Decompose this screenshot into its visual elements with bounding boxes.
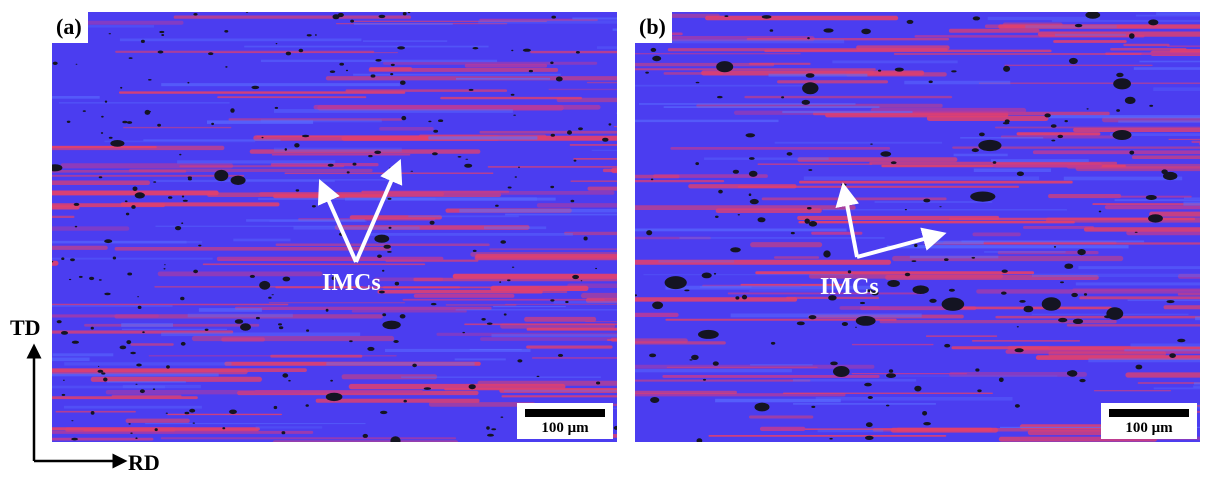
imc-arrows-b bbox=[835, 182, 947, 259]
arrow-right-b bbox=[856, 227, 947, 259]
orientation-axes bbox=[26, 343, 128, 469]
panel-label-a: (a) bbox=[52, 12, 88, 43]
micrograph-panel-b: (b) IMCs 100 μm bbox=[635, 12, 1200, 442]
scale-bar-b: 100 μm bbox=[1101, 403, 1197, 439]
td-axis-label: TD bbox=[10, 315, 41, 340]
rd-axis-label: RD bbox=[128, 450, 160, 475]
arrow-left-a bbox=[317, 179, 358, 263]
micrograph-image-a bbox=[52, 12, 617, 442]
imc-arrows-a bbox=[317, 158, 403, 263]
scale-bar-line-a bbox=[525, 409, 605, 417]
micrograph-panel-a: (a) IMCs 100 μm bbox=[52, 12, 617, 442]
scale-bar-text-b: 100 μm bbox=[1125, 420, 1173, 436]
scale-bar-line-b bbox=[1109, 409, 1189, 417]
micrograph-image-b bbox=[635, 12, 1200, 442]
arrow-right-a bbox=[354, 158, 403, 263]
imc-label-b: IMCs bbox=[820, 274, 879, 300]
arrow-left-b bbox=[835, 182, 860, 258]
imc-label-a: IMCs bbox=[322, 270, 381, 296]
panel-label-b: (b) bbox=[635, 12, 672, 43]
scale-bar-a: 100 μm bbox=[517, 403, 613, 439]
scale-bar-text-a: 100 μm bbox=[541, 420, 589, 436]
